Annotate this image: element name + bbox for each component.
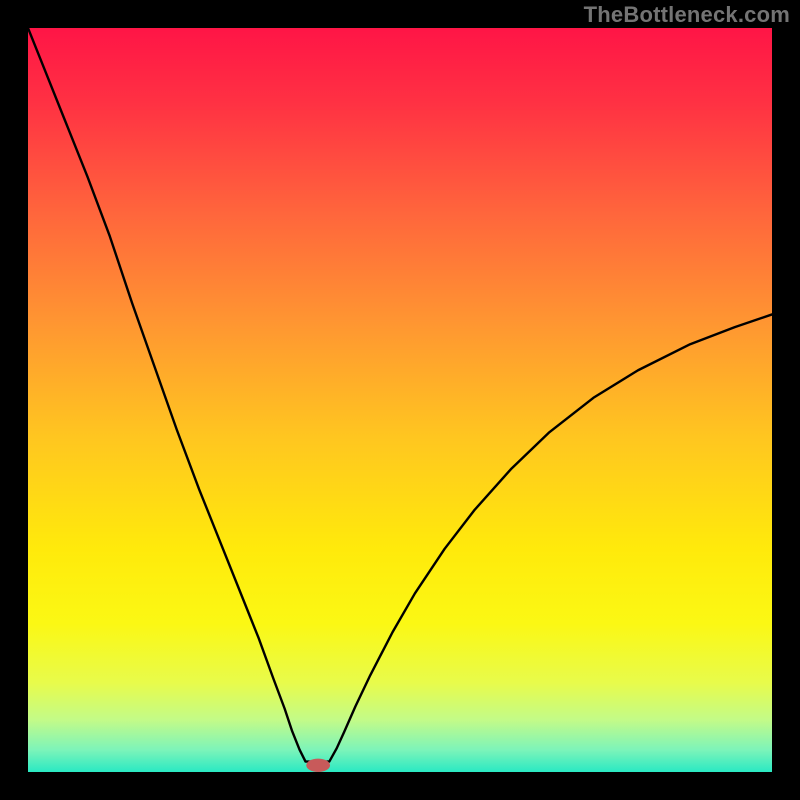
watermark-text: TheBottleneck.com [584, 2, 790, 28]
chart-frame: TheBottleneck.com [0, 0, 800, 800]
bottleneck-chart [28, 28, 772, 772]
gradient-background [28, 28, 772, 772]
bottleneck-marker [306, 759, 330, 772]
